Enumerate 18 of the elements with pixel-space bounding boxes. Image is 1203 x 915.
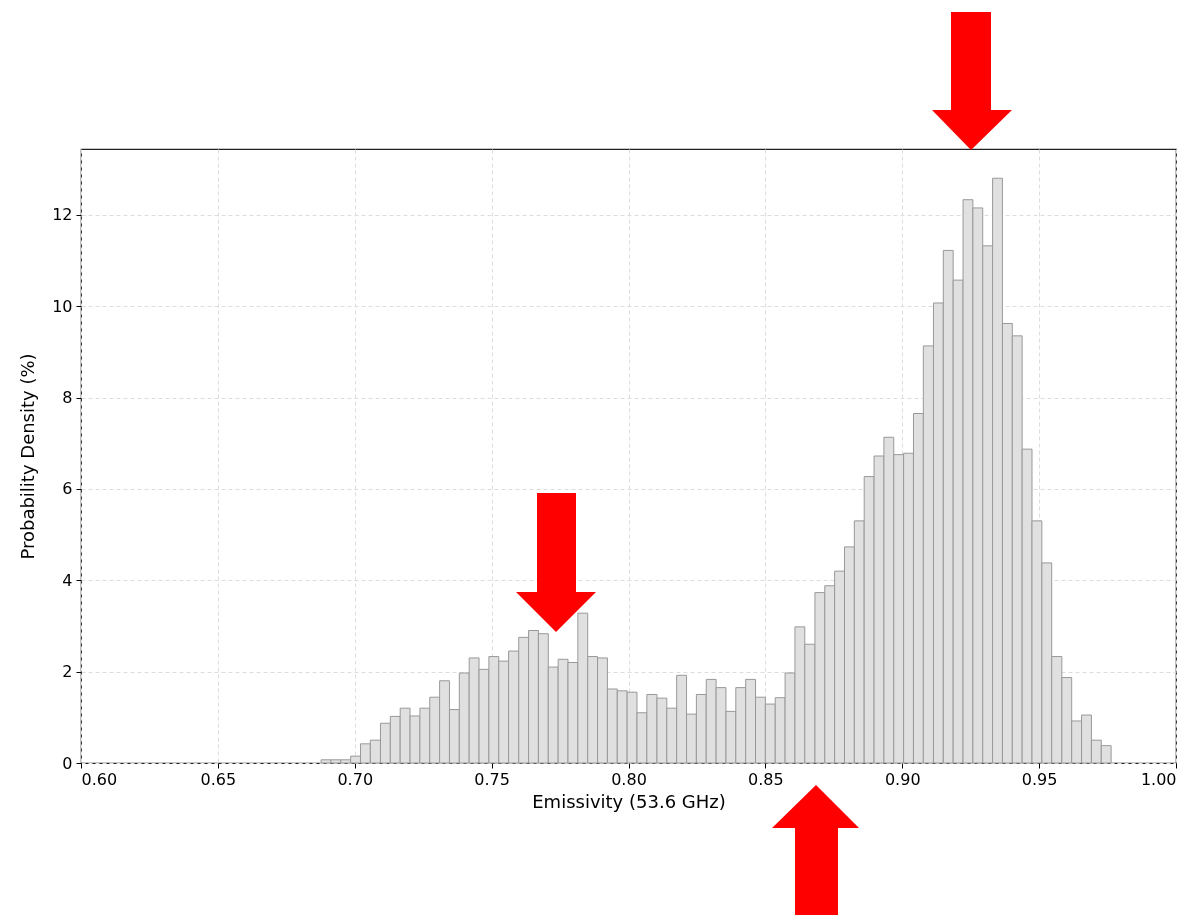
y-axis-title: Probability Density (%) [17,353,39,560]
x-tick-label: 0.75 [474,769,510,789]
x-tick-label: 0.90 [884,769,921,789]
x-tick-label: 0.80 [611,769,647,789]
y-tick-label: 0 [62,753,73,773]
x-axis-title: Emissivity (53.6 GHz) [532,790,726,812]
x-tick-label: 0.70 [337,769,374,789]
y-tick-label: 6 [62,479,73,499]
y-tick-label: 2 [62,662,73,682]
x-tick-label: 0.95 [1021,769,1058,789]
y-tick-label: 8 [62,388,73,408]
x-tick-label: 0.85 [748,769,784,789]
x-tick-label: 0.60 [81,769,118,789]
y-tick-label: 4 [62,570,73,590]
y-tick-label: 10 [52,296,73,316]
x-tick-label: 1.00 [1140,769,1177,789]
x-tick-label: 0.65 [200,769,237,789]
y-tick-label: 12 [52,205,73,225]
